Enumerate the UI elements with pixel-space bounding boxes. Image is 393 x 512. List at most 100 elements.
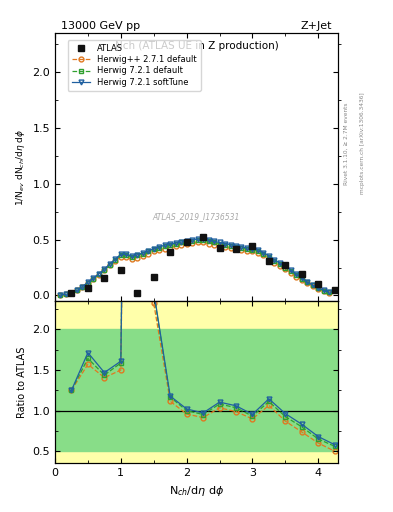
- Herwig++ 2.7.1 default: [179, 242, 184, 248]
- Herwig 7.2.1 default: [140, 250, 145, 257]
- Text: mcplots.cern.ch [arXiv:1306.3436]: mcplots.cern.ch [arXiv:1306.3436]: [360, 93, 365, 194]
- Herwig++ 2.7.1 default: [107, 262, 112, 268]
- ATLAS: [332, 287, 337, 293]
- ATLAS: [151, 273, 156, 280]
- Herwig 7.2.1 default: [305, 279, 310, 285]
- Herwig 7.2.1 softTune: [162, 242, 167, 248]
- Herwig 7.2.1 default: [190, 238, 195, 244]
- Herwig++ 2.7.1 default: [305, 280, 310, 286]
- Herwig 7.2.1 softTune: [250, 246, 255, 252]
- Herwig 7.2.1 softTune: [233, 243, 238, 249]
- Herwig 7.2.1 default: [86, 280, 90, 286]
- ATLAS: [217, 244, 222, 250]
- ATLAS: [250, 243, 255, 249]
- Herwig 7.2.1 default: [107, 262, 112, 268]
- Herwig++ 2.7.1 default: [195, 240, 200, 246]
- Herwig++ 2.7.1 default: [190, 240, 195, 246]
- Herwig 7.2.1 default: [97, 271, 101, 278]
- ATLAS: [118, 267, 123, 273]
- Herwig 7.2.1 softTune: [80, 284, 85, 290]
- Herwig++ 2.7.1 default: [277, 263, 282, 269]
- Herwig 7.2.1 softTune: [97, 271, 101, 277]
- Herwig 7.2.1 softTune: [102, 266, 107, 272]
- Herwig 7.2.1 default: [146, 248, 151, 254]
- Herwig++ 2.7.1 default: [97, 272, 101, 278]
- Herwig++ 2.7.1 default: [124, 254, 129, 260]
- Herwig 7.2.1 softTune: [124, 251, 129, 257]
- ATLAS: [201, 234, 206, 241]
- Herwig 7.2.1 softTune: [86, 279, 90, 285]
- Herwig 7.2.1 softTune: [261, 249, 266, 255]
- Herwig 7.2.1 default: [157, 244, 162, 250]
- Herwig 7.2.1 softTune: [201, 236, 206, 242]
- Text: ATLAS_2019_I1736531: ATLAS_2019_I1736531: [153, 212, 240, 221]
- Herwig 7.2.1 softTune: [168, 241, 173, 247]
- ATLAS: [102, 274, 107, 281]
- Line: ATLAS: ATLAS: [69, 234, 338, 296]
- Herwig 7.2.1 softTune: [190, 237, 195, 243]
- Herwig 7.2.1 default: [261, 250, 266, 257]
- Herwig 7.2.1 softTune: [277, 260, 282, 266]
- Herwig 7.2.1 default: [80, 284, 85, 290]
- Herwig 7.2.1 default: [212, 240, 217, 246]
- Herwig++ 2.7.1 default: [75, 287, 79, 293]
- Herwig 7.2.1 softTune: [107, 261, 112, 267]
- Herwig 7.2.1 default: [201, 237, 206, 243]
- Herwig 7.2.1 default: [179, 240, 184, 246]
- Herwig 7.2.1 softTune: [299, 275, 304, 281]
- Herwig 7.2.1 default: [124, 252, 129, 258]
- Herwig 7.2.1 default: [266, 254, 271, 260]
- Herwig++ 2.7.1 default: [316, 286, 321, 292]
- Herwig 7.2.1 softTune: [266, 253, 271, 259]
- Herwig 7.2.1 softTune: [206, 237, 211, 243]
- Herwig 7.2.1 softTune: [321, 287, 326, 293]
- Herwig 7.2.1 softTune: [327, 289, 332, 295]
- Herwig 7.2.1 softTune: [305, 279, 310, 285]
- X-axis label: N$_{ch}$/d$\eta$ d$\phi$: N$_{ch}$/d$\eta$ d$\phi$: [169, 484, 224, 498]
- ATLAS: [233, 246, 238, 252]
- Herwig 7.2.1 default: [69, 290, 74, 296]
- Herwig++ 2.7.1 default: [223, 244, 228, 250]
- Herwig++ 2.7.1 default: [310, 283, 315, 289]
- Herwig++ 2.7.1 default: [244, 248, 249, 254]
- Herwig 7.2.1 default: [113, 257, 118, 263]
- ATLAS: [283, 262, 288, 268]
- Herwig 7.2.1 softTune: [179, 239, 184, 245]
- Herwig 7.2.1 default: [58, 292, 63, 298]
- Herwig 7.2.1 softTune: [129, 253, 134, 260]
- Herwig++ 2.7.1 default: [135, 254, 140, 261]
- ATLAS: [316, 281, 321, 287]
- Herwig 7.2.1 default: [310, 283, 315, 289]
- Herwig 7.2.1 default: [255, 248, 260, 254]
- Herwig++ 2.7.1 default: [327, 290, 332, 296]
- Text: Z+Jet: Z+Jet: [301, 20, 332, 31]
- ATLAS: [86, 285, 90, 291]
- Herwig 7.2.1 softTune: [58, 292, 63, 298]
- Herwig++ 2.7.1 default: [321, 288, 326, 294]
- Herwig 7.2.1 softTune: [118, 251, 123, 257]
- Herwig++ 2.7.1 default: [184, 241, 189, 247]
- Herwig 7.2.1 default: [195, 237, 200, 243]
- Herwig 7.2.1 default: [239, 245, 244, 251]
- Herwig 7.2.1 default: [316, 285, 321, 291]
- Herwig++ 2.7.1 default: [162, 246, 167, 252]
- Herwig 7.2.1 softTune: [288, 267, 293, 273]
- ATLAS: [69, 290, 74, 296]
- Herwig++ 2.7.1 default: [151, 248, 156, 254]
- Herwig++ 2.7.1 default: [118, 254, 123, 260]
- Herwig 7.2.1 default: [250, 247, 255, 253]
- Herwig 7.2.1 default: [102, 267, 107, 273]
- Herwig++ 2.7.1 default: [261, 252, 266, 259]
- Herwig 7.2.1 default: [244, 246, 249, 252]
- Herwig 7.2.1 default: [75, 287, 79, 293]
- Herwig++ 2.7.1 default: [80, 284, 85, 290]
- Herwig++ 2.7.1 default: [299, 277, 304, 283]
- Herwig 7.2.1 softTune: [228, 242, 233, 248]
- Herwig 7.2.1 default: [277, 261, 282, 267]
- Herwig 7.2.1 default: [162, 243, 167, 249]
- ATLAS: [299, 271, 304, 278]
- Text: Nch (ATLAS UE in Z production): Nch (ATLAS UE in Z production): [115, 41, 278, 51]
- Herwig++ 2.7.1 default: [129, 256, 134, 262]
- Herwig 7.2.1 softTune: [255, 247, 260, 253]
- Herwig++ 2.7.1 default: [91, 276, 96, 283]
